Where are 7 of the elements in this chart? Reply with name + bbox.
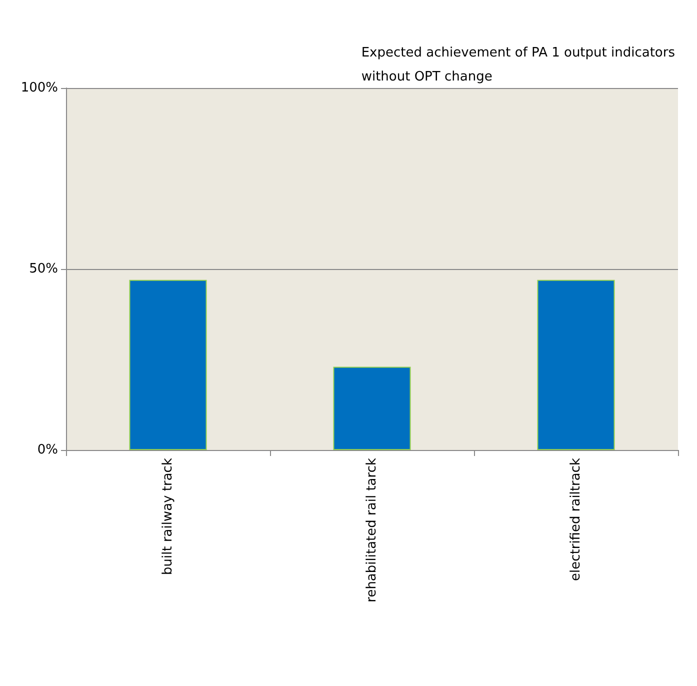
chart-title: Expected achievement of PA 1 output indicators without OPT change: [361, 46, 676, 84]
x-tick-label: rehabilitated rail tarck: [364, 458, 380, 602]
y-tick-label: 0%: [37, 442, 58, 458]
y-tick-label: 100%: [20, 80, 58, 96]
x-tick-label: built railway track: [160, 458, 176, 575]
x-tick-label: electrified railtrack: [568, 458, 584, 581]
y-tick-label: 50%: [29, 262, 58, 276]
